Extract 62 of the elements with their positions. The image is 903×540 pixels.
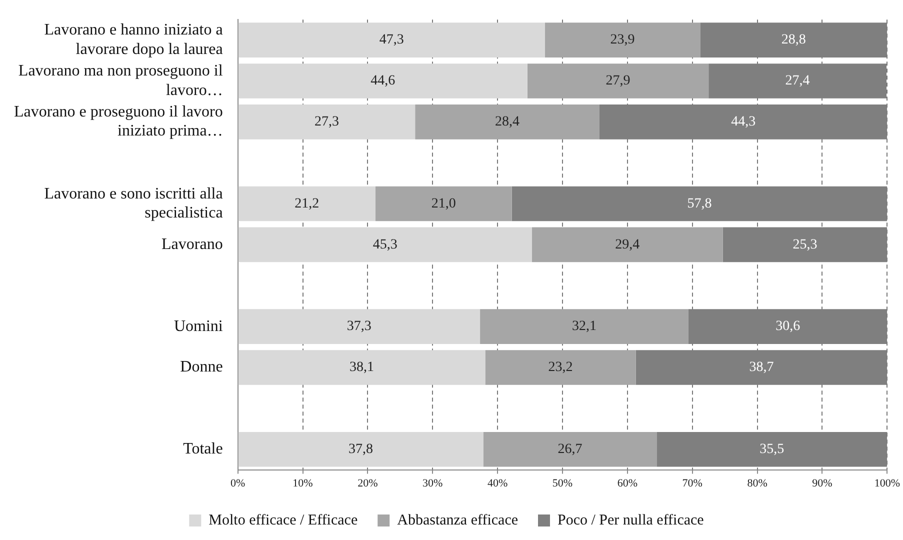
data-label: 27,3 (314, 114, 339, 130)
data-label: 35,5 (760, 442, 784, 458)
legend-label: Molto efficace / Efficace (208, 512, 358, 528)
x-tick-label: 30% (422, 477, 443, 490)
data-label: 47,3 (379, 32, 404, 48)
data-label: 38,7 (749, 360, 774, 376)
bar (483, 432, 657, 467)
data-label: 27,9 (606, 74, 630, 89)
y-tick-label: Lavorano (162, 236, 223, 253)
data-label: 32,1 (572, 319, 596, 334)
legend-label: Abbastanza efficace (397, 512, 518, 528)
x-tick-label: 10% (292, 477, 313, 490)
data-label: 25,3 (792, 237, 818, 252)
x-tick-label: 80% (747, 477, 768, 490)
x-tick-label: 90% (812, 477, 832, 490)
bar (238, 432, 484, 467)
x-tick-label: 0% (230, 477, 246, 490)
bar (238, 104, 416, 140)
bar (527, 64, 709, 98)
bar (532, 227, 723, 262)
x-tick-label: 20% (358, 477, 378, 490)
data-label: 37,8 (348, 442, 374, 458)
x-tick-label: 100% (874, 477, 900, 490)
data-label: 28,8 (781, 32, 806, 48)
y-tick-label: Lavorano e sono iscritti alla specialistica (44, 185, 223, 222)
bar (238, 227, 532, 262)
data-label: 30,6 (776, 319, 800, 334)
data-label: 44,3 (731, 114, 756, 130)
bar (415, 104, 600, 140)
y-tick-label: Lavorano e proseguono il lavoro iniziato prima… (14, 104, 223, 140)
bar (485, 350, 636, 385)
bar (238, 22, 545, 58)
y-tick-label: Lavorano e hanno iniziato a lavorare dopo la laurea (44, 22, 223, 58)
y-tick-label: Lavorano ma non proseguono il lavoro… (18, 62, 224, 99)
bar (544, 22, 700, 58)
data-label: 45,3 (372, 237, 398, 252)
bar (238, 350, 486, 385)
y-tick-label: Uomini (174, 318, 224, 335)
bar (238, 186, 376, 222)
data-label: 23,9 (610, 32, 635, 48)
bar (238, 64, 528, 98)
data-label: 27,4 (785, 74, 810, 89)
x-tick-label: 40% (487, 477, 508, 490)
data-label: 21,2 (294, 196, 320, 212)
data-label: 26,7 (558, 442, 582, 458)
data-label: 57,8 (687, 196, 712, 212)
data-label: 28,4 (495, 114, 520, 130)
data-label: 44,6 (370, 74, 396, 89)
y-tick-label: Donne (180, 358, 223, 376)
bar (238, 309, 480, 344)
x-tick-label: 70% (682, 477, 702, 490)
data-label: 21,0 (431, 196, 456, 212)
bar (480, 309, 688, 344)
data-label: 37,3 (346, 319, 372, 334)
data-label: 23,2 (548, 360, 573, 376)
data-label: 29,4 (615, 237, 640, 252)
bar (375, 186, 512, 222)
data-label: 38,1 (350, 360, 374, 376)
legend-label: Poco / Per nulla efficace (558, 512, 704, 528)
y-tick-label: Totale (183, 440, 223, 458)
x-tick-label: 60% (617, 477, 638, 490)
x-tick-label: 50% (552, 477, 573, 490)
